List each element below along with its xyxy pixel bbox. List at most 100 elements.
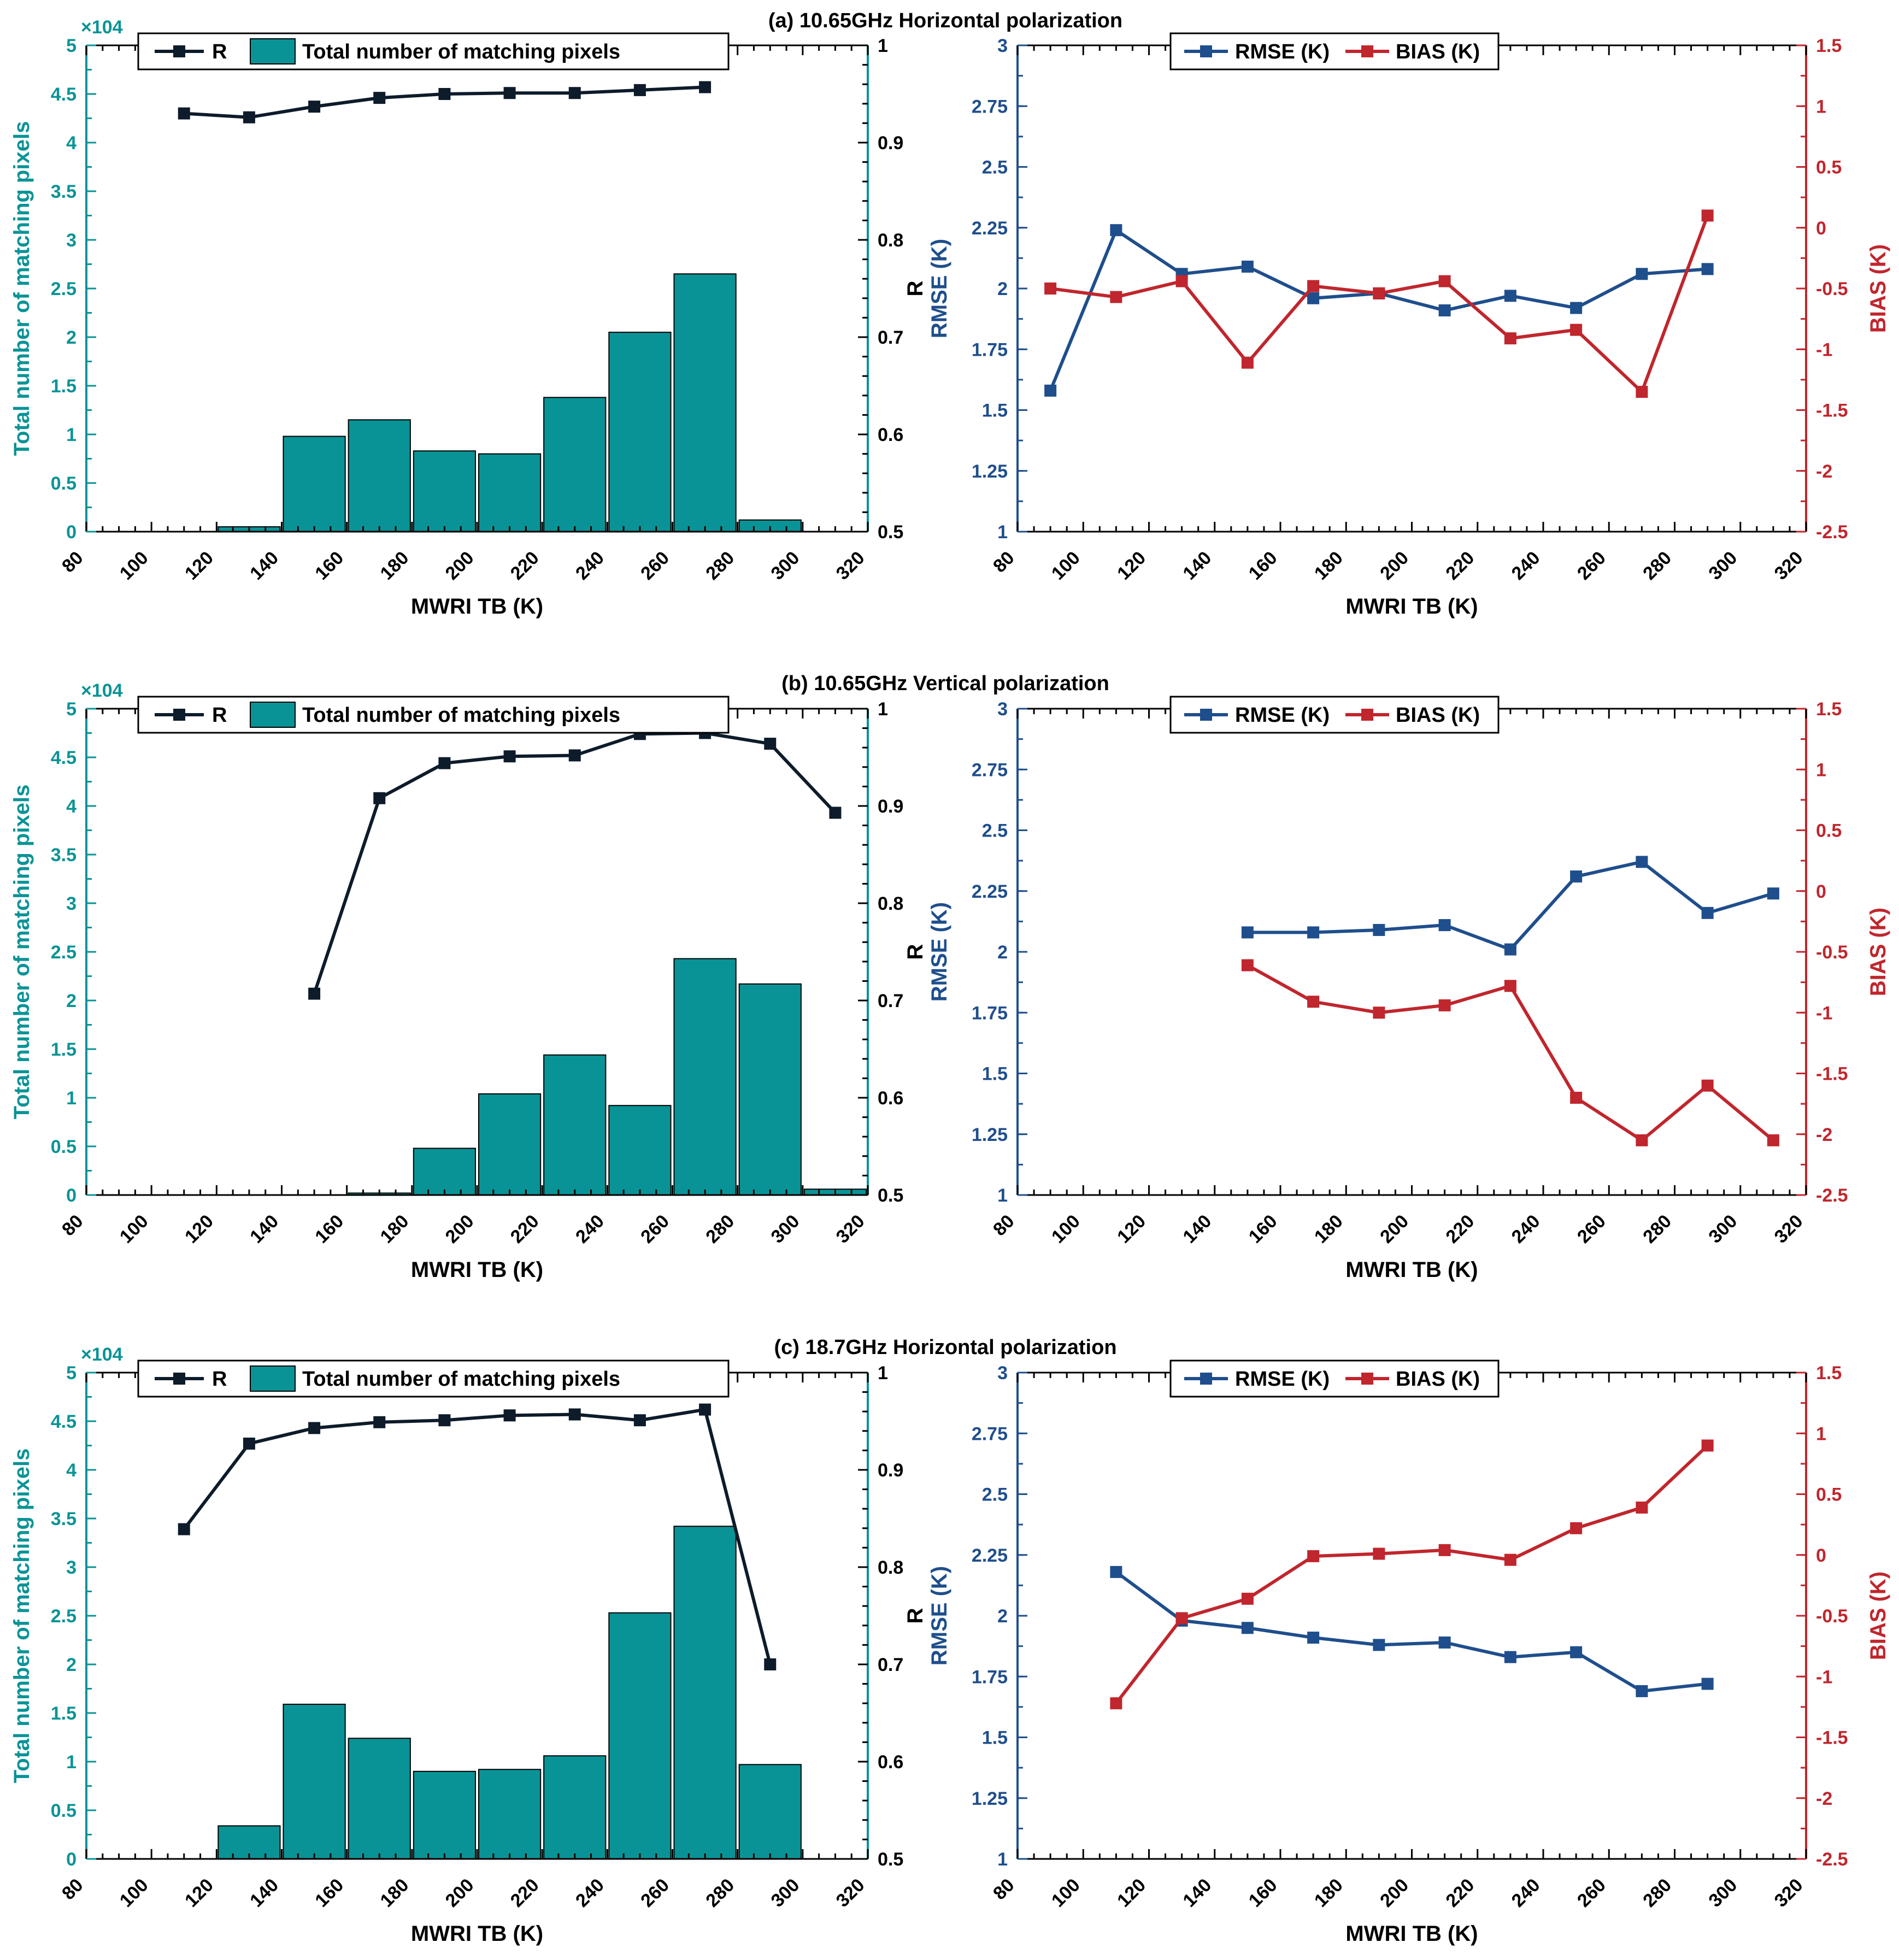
a-left-ytick-label: 3.5 (51, 181, 77, 202)
b-right-ytick-label: 3 (997, 699, 1008, 720)
bias-series-marker (1438, 275, 1451, 287)
c-left-xtick-label: 300 (767, 1875, 804, 1911)
r-series-marker (699, 1403, 712, 1416)
b-left-ytick-label: 2.5 (51, 942, 77, 963)
c-right-xtick-label: 80 (989, 1875, 1019, 1904)
a-right-xtick-label: 200 (1376, 548, 1413, 584)
b-right-xtick-label: 100 (1048, 1211, 1084, 1247)
a-right-xtick-label: 220 (1442, 548, 1478, 584)
b-right-xlabel: MWRI TB (K) (1345, 1258, 1478, 1282)
r-series-marker (503, 750, 516, 763)
b-left-xlabel: MWRI TB (K) (411, 1258, 543, 1282)
a-right-xtick-label: 320 (1771, 548, 1807, 584)
a-left-y2tick-label: 0.7 (878, 327, 903, 348)
c-right-chart: 80 100 120 140 160 180 200 220 240 260 280 300 320MW… (927, 1359, 1890, 1946)
legend-bias-marker (1361, 709, 1373, 721)
bias-series-marker (1438, 999, 1451, 1011)
r-series-marker (699, 81, 712, 93)
r-series-marker (308, 987, 321, 1000)
rmse-series-marker (1241, 1622, 1254, 1634)
legend-bias-label: BIAS (K) (1396, 1368, 1480, 1391)
a-left-xlabel: MWRI TB (K) (411, 595, 543, 619)
a-right-xlabel: MWRI TB (K) (1345, 595, 1478, 619)
rmse-series-marker (1701, 1678, 1714, 1690)
c-left-y2tick-label: 0.7 (878, 1655, 903, 1675)
rmse-series-marker (1504, 1651, 1516, 1663)
rmse-series-marker (1767, 887, 1779, 900)
a-right-xtick-label: 160 (1245, 548, 1281, 584)
bias-series-marker (1373, 1547, 1385, 1560)
b-left-y-multiplier: ×104 (81, 680, 123, 701)
a-right-xtick-label: 140 (1179, 548, 1215, 584)
c-left-ytick-label: 2 (66, 1655, 77, 1675)
c-right-ytick-label: 2.25 (972, 1545, 1008, 1566)
rmse-series-marker (1504, 943, 1516, 956)
c-left-xtick-label: 260 (637, 1875, 673, 1911)
b-right-xtick-label: 260 (1573, 1211, 1610, 1247)
legend-rmse-label: RMSE (K) (1235, 40, 1330, 63)
b-left-ylabel: Total number of matching pixels (10, 785, 34, 1120)
c-right-y2tick-label: -1.5 (1816, 1728, 1848, 1749)
c-left-ytick-label: 1.5 (51, 1703, 77, 1724)
a-right-chart: 80 100 120 140 160 180 200 220 240 260 280 300 320MW… (927, 32, 1890, 619)
c-left-ytick-label: 0 (66, 1849, 77, 1870)
a-left-xtick-label: 160 (311, 548, 348, 584)
a-left-xtick-label: 100 (116, 548, 152, 584)
bar (673, 958, 737, 1196)
a-left-xtick-label: 120 (181, 548, 217, 584)
c-right-xtick-label: 280 (1639, 1875, 1675, 1911)
rmse-series-marker (1373, 923, 1385, 936)
rmse-series-marker (1636, 856, 1648, 868)
rmse-series-marker (1701, 263, 1714, 275)
bias-series-marker (1307, 280, 1320, 292)
r-series-marker (308, 101, 321, 113)
legend-r-label: R (212, 1368, 227, 1391)
c-left-xtick-label: 140 (246, 1875, 283, 1911)
bar (738, 1764, 802, 1860)
c-right-y2tick-label: -0.5 (1816, 1606, 1848, 1627)
b-left-xtick-label: 220 (507, 1211, 543, 1247)
a-left-ytick-label: 5 (66, 36, 77, 56)
c-right-xtick-label: 260 (1573, 1875, 1610, 1911)
bias-series-line (1115, 1444, 1709, 1705)
r-series-marker (829, 807, 842, 819)
r-series-marker (373, 792, 386, 804)
b-left-y2tick-label: 0.7 (878, 991, 903, 1011)
legend-rmse-marker (1200, 709, 1212, 721)
b-right-ytick-label: 2 (997, 942, 1008, 963)
b-left-ytick-label: 3 (66, 893, 77, 914)
r-series-marker (438, 88, 451, 100)
bias-series-marker (1044, 282, 1057, 295)
bias-series-marker (1241, 1592, 1254, 1605)
c-left-chart: 80 100 120 140 160 180 200 220 240 260 280 300 320MW… (10, 1344, 927, 1946)
bar (478, 1093, 542, 1196)
bias-series-marker (1110, 1697, 1122, 1710)
c-left-xtick-label: 320 (832, 1875, 869, 1911)
bias-series-marker (1307, 1550, 1320, 1562)
b-right-xtick-label: 120 (1113, 1211, 1150, 1247)
c-right-y2tick-label: 1.5 (1816, 1363, 1842, 1384)
c-right-ylabel: RMSE (K) (927, 1566, 951, 1665)
rmse-series-marker (1241, 926, 1254, 939)
bias-series-marker (1636, 1134, 1648, 1146)
legend-r-label: R (212, 704, 227, 727)
c-left-ytick-label: 4.5 (51, 1411, 77, 1432)
legend-bias-label: BIAS (K) (1396, 704, 1480, 727)
bar (283, 435, 346, 532)
r-series-marker (633, 84, 646, 96)
bar (478, 453, 542, 532)
c-left-ytick-label: 0.5 (51, 1800, 77, 1821)
c-right-xtick-label: 220 (1442, 1875, 1478, 1911)
b-left-ytick-label: 3.5 (51, 845, 77, 866)
a-right-xtick-label: 100 (1048, 548, 1084, 584)
c-right-xtick-label: 320 (1771, 1875, 1807, 1911)
c-right-ytick-label: 1.25 (972, 1788, 1008, 1809)
rmse-series-marker (1307, 1632, 1320, 1644)
legend-rmse-label: RMSE (K) (1235, 1368, 1330, 1391)
legend-bias-marker (1361, 1373, 1373, 1385)
b-right-xtick-label: 300 (1704, 1211, 1741, 1247)
b-right-xtick-label: 80 (989, 1211, 1019, 1240)
r-series-marker (438, 757, 451, 769)
bias-series-marker (1241, 356, 1254, 369)
legend-bias-marker (1361, 45, 1373, 57)
